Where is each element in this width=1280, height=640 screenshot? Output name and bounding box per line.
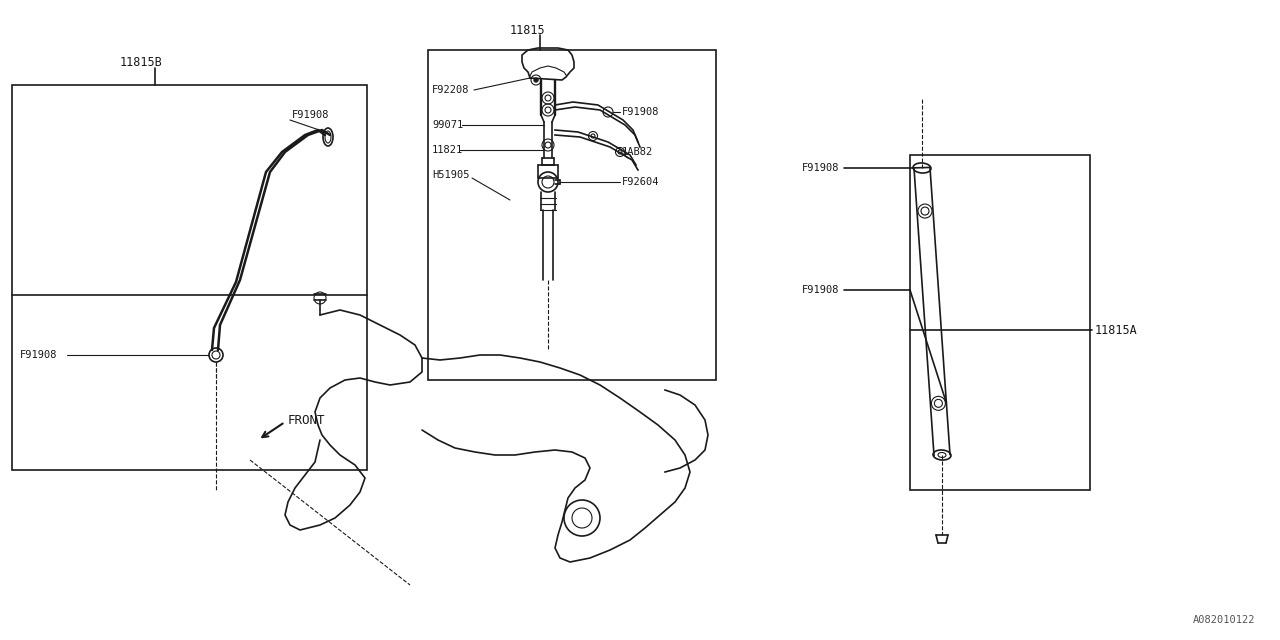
Bar — [12, 85, 367, 470]
Text: A082010122: A082010122 — [1193, 615, 1254, 625]
Text: 11821: 11821 — [433, 145, 463, 155]
Bar — [428, 50, 716, 380]
Text: 11815A: 11815A — [1094, 323, 1138, 337]
Text: 99071: 99071 — [433, 120, 463, 130]
Text: H51905: H51905 — [433, 170, 470, 180]
Text: F92208: F92208 — [433, 85, 470, 95]
Bar — [910, 155, 1091, 490]
Ellipse shape — [323, 128, 333, 146]
Text: F91908: F91908 — [20, 350, 58, 360]
Circle shape — [534, 78, 538, 82]
Text: F91908: F91908 — [803, 163, 840, 173]
Text: FRONT: FRONT — [288, 413, 325, 426]
Text: F91908: F91908 — [803, 285, 840, 295]
Ellipse shape — [325, 131, 332, 143]
Ellipse shape — [913, 163, 931, 173]
Text: 11815B: 11815B — [120, 56, 163, 68]
Ellipse shape — [938, 452, 946, 458]
Ellipse shape — [933, 450, 951, 460]
Text: 1AB82: 1AB82 — [622, 147, 653, 157]
Text: F91908: F91908 — [292, 110, 329, 120]
Text: F92604: F92604 — [622, 177, 659, 187]
Text: F91908: F91908 — [622, 107, 659, 117]
Text: 11815: 11815 — [509, 24, 545, 36]
